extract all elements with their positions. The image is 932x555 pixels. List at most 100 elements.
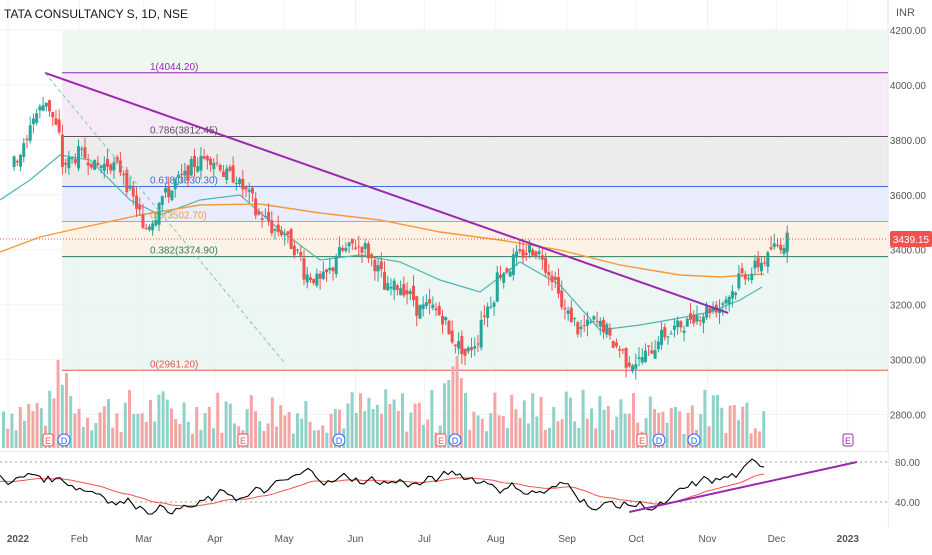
candle-body [521,249,525,258]
volume-bar [661,411,665,448]
volume-bar [648,396,652,448]
candle-body [366,243,370,259]
volume-bar [489,413,493,448]
candle-body [38,106,42,111]
volume-bar [224,401,228,448]
candle-body [370,254,374,259]
candle-body [585,319,589,326]
candle-body [460,336,464,355]
time-tick-label: Nov [699,534,717,545]
dividend-marker [448,433,462,447]
candle-body [302,258,306,280]
candle-body [231,165,235,183]
volume-bar [195,407,199,448]
dividend-marker-label: D [61,436,68,446]
candle-body [308,277,312,281]
candle-body [772,243,776,247]
candle-body [776,244,780,246]
volume-bar [417,402,421,448]
candle-body [80,148,84,150]
candle-body [647,345,651,347]
volume-bar [48,390,52,448]
trendline-layer[interactable] [44,71,729,363]
candle-body [15,160,19,163]
candle-body [399,288,403,296]
volume-bar [594,428,598,448]
volume-bar [749,433,753,448]
candle-body [215,162,219,164]
price-tick-label: 2800.00 [890,411,927,422]
candle-body [721,303,725,305]
fib-zone-upper [62,30,888,73]
candle-body [444,317,448,321]
candle-body [196,166,200,172]
volume-bar [682,433,686,448]
dividend-marker [57,433,71,447]
volume-bar [35,403,39,448]
candle-body [566,310,570,314]
candle-body [167,186,171,198]
candle-body [756,257,760,268]
volume-bar [392,399,396,448]
candle-body [421,304,425,309]
time-tick-label: 2023 [837,534,860,545]
candle-body [486,306,490,318]
candle-body [160,196,164,205]
volume-bar [472,411,476,448]
candle-body [621,349,625,351]
candle-body [31,118,35,124]
candle-body [67,157,71,169]
volume-bar [657,412,661,448]
volume-bar [384,389,388,448]
time-tick-label: Mar [135,534,153,545]
candle-body [769,247,773,250]
candle-body [727,296,731,305]
volume-bar [10,413,14,448]
volume-bar [623,413,627,448]
candle-body [241,178,245,190]
time-tick-label: Dec [768,534,786,545]
candle-body [553,276,557,281]
candle-body [447,320,451,335]
rsi-tick-label: 40.00 [895,498,920,509]
price-tick-label: 4000.00 [890,81,927,92]
candle-body [473,346,477,349]
candle-body [476,343,480,345]
candle-body [151,223,155,231]
volume-bar [333,409,337,448]
volume-bar [107,399,110,448]
candle-body [112,162,116,171]
candle-body [431,304,435,309]
dividend-marker-label: D [656,436,663,446]
candle-body [624,347,628,368]
candle-body [634,364,638,369]
volume-bar [23,420,26,448]
candle-body [212,163,216,170]
candle-body [602,319,606,333]
candle-body [205,156,209,161]
candle-body [518,249,522,252]
candle-body [218,164,222,171]
volume-bar [753,428,757,448]
volume-bar [501,416,505,448]
time-tick-label: May [275,534,294,545]
dividend-marker [687,433,701,447]
candle-body [469,347,473,351]
candle-body [515,251,519,258]
candle-body [560,290,564,308]
candle-body [747,278,751,280]
candle-body [344,247,348,251]
volume-bar [153,421,157,448]
candle-body [698,320,702,322]
volume-bar [375,404,379,448]
candle-body [354,247,358,249]
candle-body [640,357,644,363]
volume-bar [455,355,459,448]
candle-body [589,321,593,323]
candle-body [637,357,641,359]
candle-body [125,170,129,193]
time-tick-label: Oct [628,534,644,545]
candle-body [54,118,58,125]
candle-body [35,113,39,123]
